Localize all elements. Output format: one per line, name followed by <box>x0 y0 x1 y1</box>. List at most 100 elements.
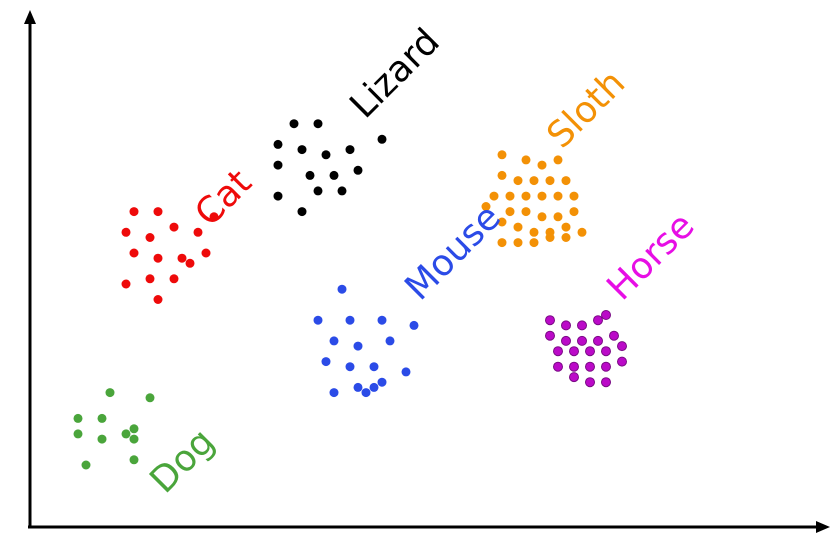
series-dog <box>73 388 155 470</box>
data-point-dog <box>121 429 131 439</box>
data-point-mouse <box>369 382 379 392</box>
data-point-mouse <box>329 388 339 398</box>
label-horse: Horse <box>599 205 702 308</box>
points-layer <box>73 119 627 470</box>
data-point-horse <box>561 320 571 331</box>
x-axis-arrow-icon <box>816 521 830 533</box>
data-point-lizard <box>273 139 283 149</box>
data-point-cat <box>153 295 163 304</box>
data-point-sloth <box>529 227 539 237</box>
data-point-horse <box>601 377 611 388</box>
data-point-cat <box>153 207 163 217</box>
data-point-lizard <box>273 160 283 170</box>
data-point-sloth <box>553 191 563 201</box>
data-point-cat <box>209 212 219 222</box>
data-point-dog <box>97 413 107 423</box>
data-point-lizard <box>345 145 355 155</box>
data-point-lizard <box>313 119 323 129</box>
data-point-cat <box>153 253 163 263</box>
data-point-horse <box>569 372 579 383</box>
data-point-sloth <box>489 191 499 201</box>
data-point-horse <box>569 346 579 357</box>
data-point-mouse <box>345 315 355 325</box>
data-point-sloth <box>561 176 571 186</box>
data-point-sloth <box>513 222 523 232</box>
data-point-sloth <box>553 212 563 222</box>
data-point-sloth <box>529 176 539 186</box>
data-point-horse <box>609 330 619 341</box>
data-point-dog <box>97 434 107 444</box>
data-point-mouse <box>377 377 387 387</box>
data-point-dog <box>145 393 155 403</box>
data-point-horse <box>593 335 603 346</box>
data-point-mouse <box>409 320 419 330</box>
data-point-horse <box>601 310 611 320</box>
data-point-mouse <box>313 315 323 325</box>
data-point-cat <box>193 227 203 237</box>
label-dog: Dog <box>142 421 222 501</box>
data-point-horse <box>553 361 563 372</box>
data-point-sloth <box>521 155 531 165</box>
data-point-horse <box>577 320 587 331</box>
data-point-sloth <box>513 238 523 248</box>
data-point-sloth <box>537 191 547 201</box>
data-point-horse <box>585 361 595 372</box>
label-sloth: Sloth <box>539 62 633 156</box>
data-point-sloth <box>537 160 547 170</box>
data-point-horse <box>577 335 587 346</box>
data-point-cat <box>177 253 187 263</box>
series-lizard <box>273 119 387 217</box>
data-point-mouse <box>345 362 355 372</box>
labels-layer: Dog Cat Lizard Mouse Sloth Horse <box>142 21 702 501</box>
label-mouse: Mouse <box>397 197 509 309</box>
data-point-horse <box>545 315 555 326</box>
data-point-sloth <box>553 155 563 165</box>
data-point-sloth <box>497 150 507 160</box>
data-point-sloth <box>521 207 531 217</box>
data-point-lizard <box>273 191 283 201</box>
label-lizard: Lizard <box>342 21 447 126</box>
data-point-dog <box>129 455 139 465</box>
data-point-mouse <box>377 315 387 325</box>
data-point-sloth <box>497 170 507 180</box>
data-point-horse <box>601 361 611 372</box>
data-point-mouse <box>353 382 363 392</box>
data-point-cat <box>201 248 211 258</box>
data-point-horse <box>545 330 555 341</box>
data-point-cat <box>185 258 195 268</box>
data-point-mouse <box>385 336 395 346</box>
data-point-sloth <box>481 202 491 211</box>
data-point-cat <box>145 274 155 284</box>
data-point-cat <box>121 227 131 237</box>
data-point-mouse <box>353 341 363 351</box>
y-axis-arrow-icon <box>24 10 36 24</box>
data-point-sloth <box>497 217 507 227</box>
data-point-horse <box>593 315 603 326</box>
data-point-sloth <box>561 222 571 232</box>
data-point-cat <box>129 248 139 258</box>
data-point-horse <box>617 356 627 367</box>
data-point-sloth <box>545 233 555 242</box>
data-point-horse <box>561 335 571 346</box>
data-point-lizard <box>329 170 339 180</box>
data-point-horse <box>585 346 595 357</box>
data-point-sloth <box>561 233 571 242</box>
data-point-mouse <box>337 284 347 294</box>
data-point-lizard <box>305 170 315 180</box>
data-point-lizard <box>321 150 331 160</box>
data-point-dog <box>129 424 139 434</box>
data-point-mouse <box>401 367 411 377</box>
data-point-mouse <box>361 388 371 398</box>
data-point-horse <box>553 346 563 357</box>
data-point-lizard <box>377 134 387 144</box>
series-sloth <box>481 150 587 248</box>
data-point-cat <box>169 222 179 232</box>
data-point-lizard <box>289 119 299 129</box>
data-point-mouse <box>329 336 339 346</box>
data-point-sloth <box>521 191 531 201</box>
label-cat: Cat <box>187 162 259 234</box>
data-point-sloth <box>505 191 515 201</box>
data-point-sloth <box>569 207 579 217</box>
data-point-lizard <box>297 145 307 155</box>
